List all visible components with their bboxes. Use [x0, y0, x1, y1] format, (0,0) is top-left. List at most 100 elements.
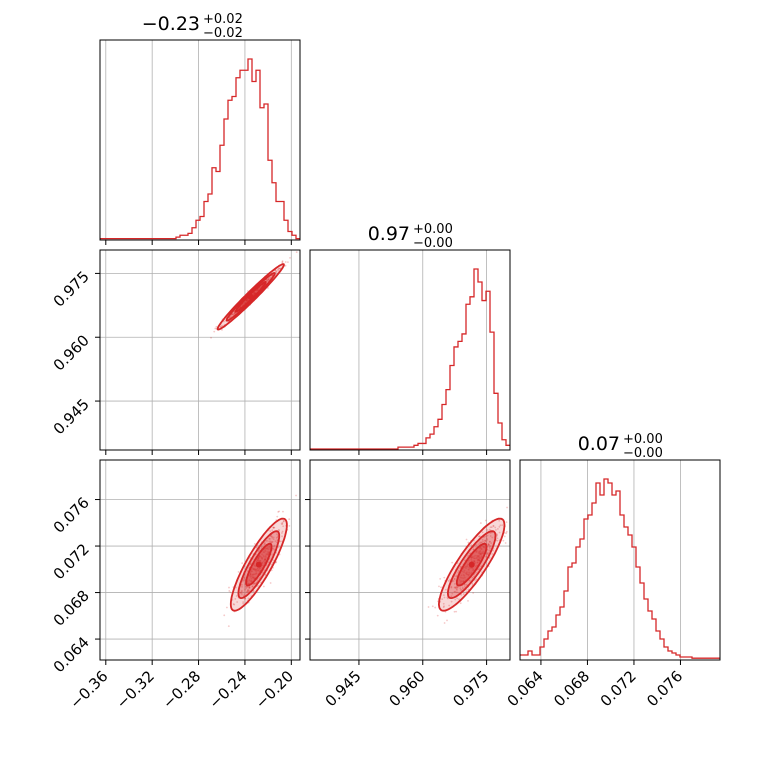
- scatter-point: [279, 540, 282, 543]
- scatter-point: [295, 251, 298, 254]
- scatter-point: [482, 540, 484, 543]
- y-tick-label: 0.064: [50, 633, 93, 676]
- scatter-point: [265, 540, 268, 542]
- scatter-point: [229, 316, 231, 319]
- scatter-point: [453, 578, 456, 580]
- scatter-point: [281, 261, 284, 263]
- scatter-point: [440, 586, 442, 589]
- scatter-point: [271, 547, 274, 550]
- scatter-point: [441, 598, 444, 601]
- scatter-point: [467, 554, 469, 557]
- scatter-point: [236, 601, 239, 603]
- title-value: 0.07: [578, 433, 620, 455]
- scatter-point: [263, 541, 266, 544]
- scatter-point: [276, 515, 279, 518]
- scatter-point: [460, 589, 463, 592]
- scatter-point: [427, 606, 430, 608]
- scatter-point: [267, 278, 270, 281]
- scatter-point: [454, 586, 457, 589]
- scatter-plot-area: [310, 460, 510, 660]
- histogram-bar: [478, 282, 482, 450]
- scatter-point: [237, 571, 240, 573]
- scatter-point: [268, 537, 271, 540]
- scatter-point: [245, 591, 248, 593]
- histogram-bar: [616, 491, 620, 660]
- scatter-point: [275, 271, 278, 273]
- scatter-point: [272, 526, 275, 529]
- scatter-point: [438, 585, 440, 588]
- scatter-point: [266, 539, 269, 542]
- scatter-point: [481, 531, 484, 534]
- scatter-point: [456, 589, 458, 591]
- scatter-point: [284, 261, 287, 263]
- scatter-point: [492, 524, 495, 527]
- scatter-point: [446, 597, 449, 600]
- x-tick-label: −0.28: [159, 667, 204, 712]
- scatter-point: [456, 591, 458, 594]
- density-peak: [247, 293, 254, 300]
- histogram-plot-area: [310, 250, 510, 450]
- histogram-panel-param-3: 0.064 0.068 0.072 0.076: [504, 459, 721, 710]
- scatter-point: [231, 313, 234, 316]
- histogram-bar: [458, 341, 462, 450]
- scatter-point: [239, 591, 242, 594]
- scatter-point: [249, 556, 251, 559]
- scatter-point: [252, 583, 255, 586]
- scatter-point: [486, 528, 489, 531]
- scatter-point: [477, 568, 480, 571]
- scatter-point: [273, 526, 276, 529]
- scatter-point: [278, 267, 281, 270]
- scatter-point: [495, 528, 497, 531]
- scatter-point: [431, 605, 434, 608]
- scatter-point: [459, 602, 462, 605]
- scatter-point: [475, 578, 478, 581]
- histogram-bar: [552, 627, 556, 660]
- scatter-point: [233, 312, 236, 315]
- histogram-bar: [532, 655, 536, 660]
- scatter-point: [444, 588, 447, 591]
- scatter-point: [210, 336, 212, 339]
- scatter-point: [281, 260, 284, 263]
- scatter-plot-area: [100, 250, 300, 450]
- scatter-point: [450, 585, 453, 588]
- scatter-point: [484, 539, 486, 542]
- scatter-point: [295, 494, 297, 497]
- scatter-point: [271, 529, 274, 532]
- scatter-point: [434, 606, 437, 609]
- scatter-point: [491, 553, 494, 555]
- scatter-point: [455, 575, 458, 578]
- axes-frame: [99, 459, 301, 661]
- scatter-point: [281, 523, 284, 526]
- scatter-point: [488, 528, 491, 531]
- scatter-point: [276, 536, 279, 538]
- x-tick-label: 0.960: [385, 667, 428, 710]
- scatter-point: [490, 526, 493, 529]
- scatter-point: [263, 543, 266, 546]
- scatter-point: [494, 526, 497, 529]
- scatter-point: [270, 541, 273, 544]
- density-peak: [255, 561, 262, 568]
- y-tick-label: 0.076: [50, 494, 93, 537]
- scatter-point: [455, 586, 458, 589]
- scatter-point: [270, 563, 273, 566]
- scatter-point: [277, 528, 280, 531]
- scatter-point: [474, 571, 477, 574]
- histogram-bar: [592, 503, 596, 660]
- scatter-point: [241, 585, 243, 588]
- histogram-bar: [576, 547, 580, 660]
- scatter-point: [242, 580, 244, 583]
- scatter-point: [247, 597, 250, 600]
- scatter-point: [273, 544, 276, 547]
- axes-frame: [99, 249, 301, 451]
- scatter-point: [242, 579, 245, 581]
- scatter-point: [491, 536, 494, 539]
- scatter-point: [233, 312, 236, 315]
- scatter-point: [498, 519, 501, 522]
- scatter-point: [273, 548, 275, 550]
- scatter-point: [472, 548, 475, 551]
- scatter-point: [267, 279, 270, 282]
- scatter-point: [454, 587, 457, 590]
- scatter-point: [456, 597, 458, 600]
- scatter-point: [474, 579, 476, 582]
- scatter-point: [247, 590, 250, 593]
